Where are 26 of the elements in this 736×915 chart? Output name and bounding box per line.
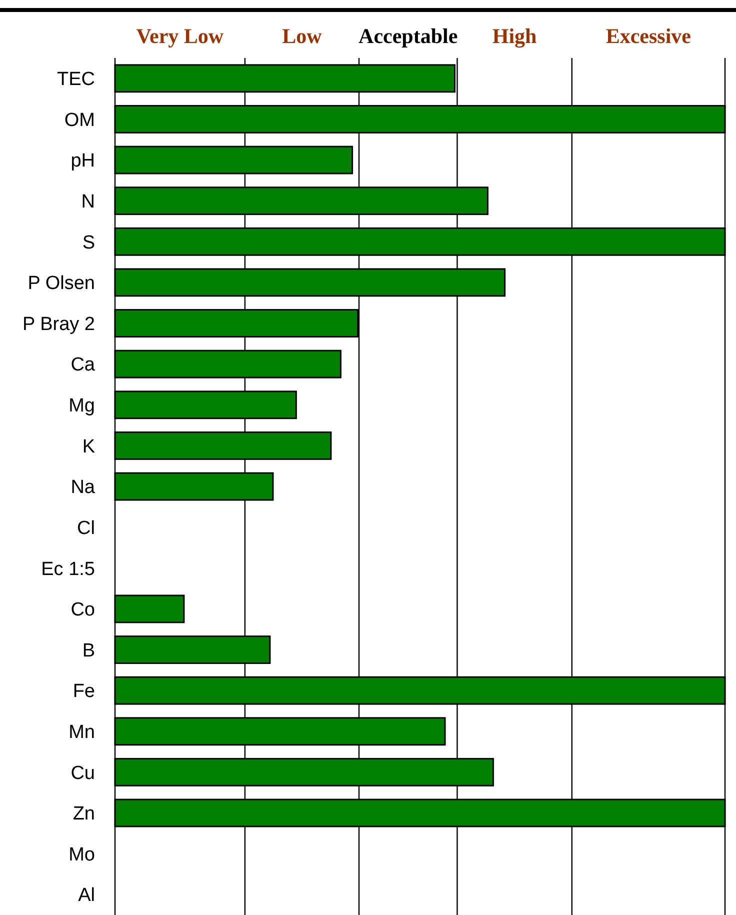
y-tick-label: Mg: [68, 396, 95, 417]
y-tick-label: OM: [64, 110, 95, 131]
y-tick-label: Zn: [72, 804, 95, 825]
y-tick-label: pH: [70, 150, 95, 172]
y-tick-label: P Olsen: [28, 273, 95, 294]
y-tick-label: P Bray 2: [22, 314, 95, 335]
text: Low: [282, 24, 323, 48]
text: Very Low: [136, 24, 224, 48]
y-tick-label: Cl: [77, 518, 95, 539]
y-tick-label: K: [82, 436, 96, 458]
text: Excessive: [606, 24, 692, 48]
y-tick-label: Co: [70, 600, 95, 621]
y-tick-label: Ca: [70, 354, 96, 376]
text: Acceptable: [358, 24, 458, 48]
y-tick-label: Na: [70, 477, 96, 498]
y-tick-label: B: [82, 640, 95, 662]
y-tick-label: Cu: [70, 762, 95, 784]
y-tick-label: Al: [78, 885, 95, 906]
y-tick-label: TEC: [57, 69, 95, 90]
y-tick-label: Mo: [68, 844, 95, 866]
y-tick-label: Ec 1:5: [41, 558, 95, 580]
y-tick-label: N: [81, 191, 95, 212]
y-tick-label: S: [82, 232, 95, 254]
y-tick-label: Mn: [68, 722, 95, 744]
y-tick-label: Fe: [72, 681, 95, 702]
text: High: [492, 24, 538, 48]
